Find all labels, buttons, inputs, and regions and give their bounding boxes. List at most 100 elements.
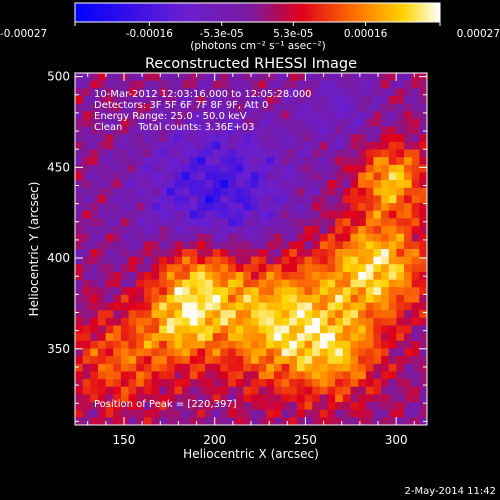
- heatmap-cell: [335, 180, 344, 189]
- heatmap-cell: [105, 394, 114, 403]
- heatmap-cell: [105, 294, 114, 303]
- heatmap-cell: [151, 172, 160, 181]
- heatmap-cell: [235, 325, 244, 334]
- heatmap-cell: [212, 126, 221, 135]
- heatmap-cell: [396, 187, 405, 196]
- heatmap-cell: [296, 118, 305, 127]
- heatmap-cell: [159, 195, 168, 204]
- heatmap-cell: [97, 203, 107, 212]
- heatmap-cell: [120, 317, 129, 326]
- heatmap-cell: [136, 363, 145, 372]
- heatmap-cell: [258, 371, 267, 380]
- heatmap-cell: [304, 379, 313, 388]
- heatmap-cell: [235, 379, 244, 388]
- heatmap-cell: [166, 180, 175, 189]
- heatmap-cell: [82, 340, 91, 349]
- heatmap-cell: [373, 180, 382, 189]
- heatmap-cell: [159, 88, 168, 97]
- heatmap-cell: [319, 294, 328, 303]
- heatmap-cell: [189, 88, 198, 97]
- heatmap-cell: [82, 180, 91, 189]
- heatmap-cell: [75, 340, 84, 349]
- heatmap-cell: [113, 264, 122, 273]
- heatmap-cell: [90, 218, 99, 227]
- heatmap-cell: [266, 302, 275, 311]
- heatmap-cell: [182, 417, 191, 425]
- heatmap-cell: [312, 149, 321, 158]
- heatmap-cell: [350, 226, 359, 235]
- heatmap-cell: [335, 226, 344, 235]
- heatmap-cell: [381, 271, 390, 281]
- heatmap-cell: [342, 386, 351, 395]
- heatmap-cell: [388, 271, 397, 281]
- heatmap-cell: [151, 348, 160, 357]
- heatmap-cell: [97, 287, 107, 296]
- heatmap-cell: [396, 95, 405, 105]
- heatmap-cell: [243, 134, 252, 143]
- heatmap-cell: [90, 287, 99, 296]
- heatmap-cell: [289, 210, 298, 219]
- heatmap-cell: [419, 164, 427, 173]
- heatmap-cell: [205, 287, 214, 296]
- heatmap-cell: [143, 371, 152, 380]
- heatmap-cell: [136, 325, 145, 334]
- colorbar-gradient: [74, 2, 441, 23]
- heatmap-cell: [174, 363, 183, 372]
- heatmap-cell: [82, 271, 91, 281]
- heatmap-cell: [312, 279, 321, 288]
- heatmap-cell: [174, 264, 183, 273]
- heatmap-cell: [251, 271, 260, 281]
- heatmap-cell: [296, 141, 305, 150]
- heatmap-cell: [319, 73, 328, 82]
- heatmap-cell: [342, 111, 351, 120]
- heatmap-cell: [419, 379, 427, 388]
- heatmap-cell: [319, 218, 328, 227]
- heatmap-cell: [388, 371, 397, 380]
- heatmap-cell: [312, 241, 321, 250]
- heatmap-cell: [228, 348, 237, 357]
- heatmap-cell: [327, 218, 336, 227]
- heatmap-cell: [228, 302, 237, 311]
- heatmap-cell: [381, 256, 390, 265]
- heatmap-cell: [342, 340, 351, 349]
- heatmap-cell: [113, 141, 122, 150]
- heatmap-cell: [335, 356, 344, 365]
- heatmap-cell: [205, 409, 214, 418]
- heatmap-cell: [381, 264, 390, 273]
- heatmap-cell: [373, 88, 382, 97]
- heatmap-cell: [182, 111, 191, 120]
- heatmap-cell: [365, 386, 374, 395]
- heatmap-cell: [82, 226, 91, 235]
- heatmap-cell: [251, 103, 260, 112]
- heatmap-cell: [182, 241, 191, 250]
- heatmap-cell: [189, 195, 198, 204]
- heatmap-cell: [97, 88, 107, 97]
- heatmap-cell: [381, 249, 390, 258]
- heatmap-cell: [396, 394, 405, 403]
- heatmap-cell: [358, 126, 367, 135]
- heatmap-cell: [120, 302, 129, 311]
- heatmap-cell: [411, 141, 420, 150]
- heatmap-cell: [197, 149, 206, 158]
- heatmap-cell: [90, 279, 99, 288]
- heatmap-cell: [365, 226, 374, 235]
- heatmap-cell: [228, 149, 237, 158]
- heatmap-cell: [159, 180, 168, 189]
- heatmap-cell: [373, 203, 382, 212]
- heatmap-cell: [381, 103, 390, 112]
- heatmap-cell: [258, 180, 267, 189]
- heatmap-cell: [220, 73, 229, 82]
- heatmap-cell: [296, 172, 305, 181]
- heatmap-cell: [273, 164, 283, 173]
- heatmap-cell: [266, 157, 275, 166]
- heatmap-cell: [335, 333, 344, 342]
- heatmap-cell: [220, 386, 229, 395]
- heatmap-cell: [220, 88, 229, 97]
- heatmap-cell: [342, 402, 351, 411]
- heatmap-cell: [373, 111, 382, 120]
- heatmap-cell: [358, 218, 367, 227]
- heatmap-cell: [281, 180, 290, 189]
- heatmap-cell: [281, 379, 290, 388]
- heatmap-cell: [143, 187, 152, 196]
- heatmap-cell: [365, 210, 374, 219]
